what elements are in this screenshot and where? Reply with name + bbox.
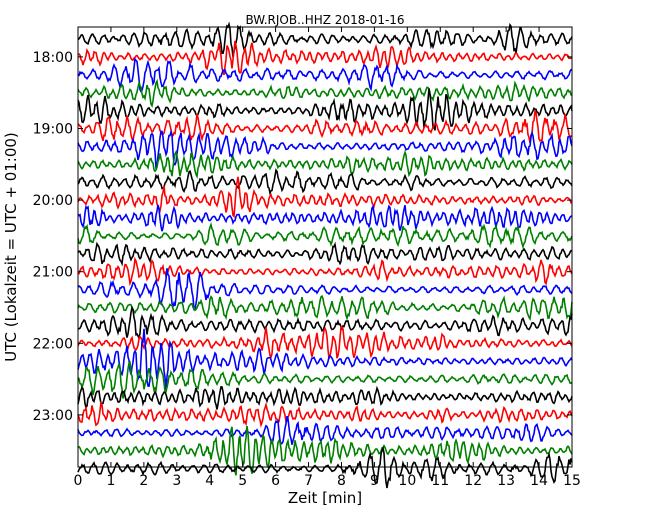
y-tick-label: 20:00 bbox=[33, 193, 73, 209]
x-tick-label: 6 bbox=[271, 473, 280, 489]
trace-line bbox=[77, 176, 573, 218]
trace-line bbox=[77, 241, 573, 267]
x-tick-label: 1 bbox=[106, 473, 115, 489]
x-tick-label: 9 bbox=[370, 473, 379, 489]
y-axis: 18:00 19:00 20:00 21:00 22:00 23:00 bbox=[33, 50, 572, 424]
trace-line bbox=[77, 57, 573, 93]
trace-line bbox=[77, 168, 573, 196]
trace-line bbox=[77, 305, 573, 340]
trace-line bbox=[77, 88, 573, 131]
x-tick-label: 3 bbox=[172, 473, 181, 489]
x-tick-label: 10 bbox=[398, 473, 416, 489]
x-axis: 0 1 2 3 4 5 6 7 8 9 10 11 12 13 14 15 bbox=[74, 27, 581, 489]
trace-line bbox=[77, 204, 573, 232]
trace-line bbox=[77, 294, 573, 321]
chart-title: BW.RJOB..HHZ 2018-01-16 bbox=[245, 13, 404, 27]
trace-line bbox=[77, 425, 573, 476]
x-tick-label: 15 bbox=[563, 473, 581, 489]
trace-line bbox=[77, 78, 573, 108]
plot-frame bbox=[77, 26, 573, 468]
trace-line bbox=[77, 149, 573, 180]
trace-line bbox=[77, 415, 573, 446]
y-axis-label: UTC (Lokalzeit = UTC + 01:00) bbox=[2, 132, 20, 362]
x-tick-label: 5 bbox=[238, 473, 247, 489]
trace-line bbox=[77, 360, 573, 399]
trace-line bbox=[77, 328, 573, 391]
trace-line bbox=[77, 385, 573, 410]
trace-line bbox=[77, 268, 573, 311]
x-tick-label: 14 bbox=[530, 473, 548, 489]
trace-line bbox=[77, 256, 573, 287]
x-tick-label: 2 bbox=[139, 473, 148, 489]
trace-line bbox=[77, 40, 573, 76]
y-tick-label: 23:00 bbox=[33, 408, 73, 424]
y-tick-label: 19:00 bbox=[33, 122, 73, 138]
x-tick-label: 7 bbox=[304, 473, 313, 489]
trace-line bbox=[77, 221, 573, 250]
x-tick-label: 12 bbox=[464, 473, 482, 489]
x-tick-label: 8 bbox=[337, 473, 346, 489]
trace-line bbox=[77, 21, 573, 58]
x-axis-label: Zeit [min] bbox=[288, 489, 362, 507]
x-tick-label: 13 bbox=[497, 473, 515, 489]
x-tick-label: 0 bbox=[74, 473, 83, 489]
y-tick-label: 18:00 bbox=[33, 50, 73, 66]
x-tick-label: 11 bbox=[431, 473, 449, 489]
trace-line bbox=[77, 109, 573, 144]
y-tick-label: 22:00 bbox=[33, 336, 73, 352]
trace-line bbox=[77, 400, 573, 428]
trace-line bbox=[77, 129, 573, 170]
y-tick-label: 21:00 bbox=[33, 265, 73, 281]
x-tick-label: 4 bbox=[205, 473, 214, 489]
trace-group bbox=[77, 21, 573, 489]
